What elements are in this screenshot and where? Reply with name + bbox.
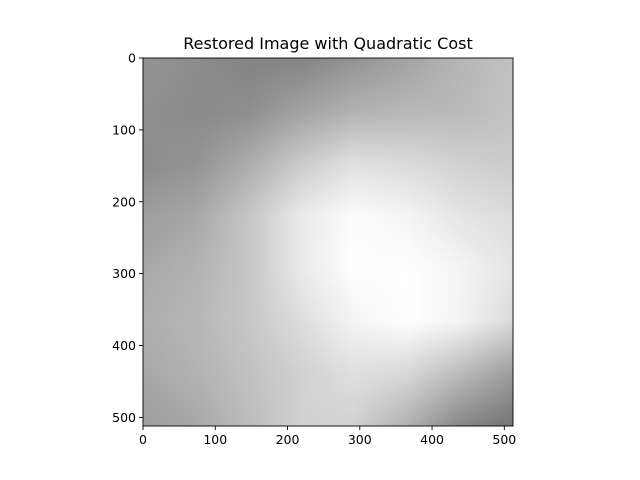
x-tick-label: 300 — [348, 432, 372, 447]
heatmap-image — [143, 58, 513, 426]
x-axis: 0 100 200 300 400 500 — [139, 426, 516, 447]
x-tick-label: 500 — [492, 432, 516, 447]
y-tick-label: 500 — [112, 410, 136, 425]
y-tick-label: 300 — [112, 266, 136, 281]
y-tick-label: 0 — [128, 51, 136, 66]
x-tick-label: 400 — [420, 432, 444, 447]
x-tick-label: 0 — [139, 432, 147, 447]
y-tick-label: 400 — [112, 338, 136, 353]
y-tick-label: 100 — [112, 122, 136, 137]
plot-area — [143, 58, 513, 426]
y-tick-label: 200 — [112, 194, 136, 209]
x-tick-label: 200 — [276, 432, 300, 447]
y-axis: 0 100 200 300 400 500 — [112, 51, 143, 425]
x-tick-label: 100 — [203, 432, 227, 447]
axes-frame — [142, 57, 514, 427]
chart-title: Restored Image with Quadratic Cost — [183, 34, 472, 53]
